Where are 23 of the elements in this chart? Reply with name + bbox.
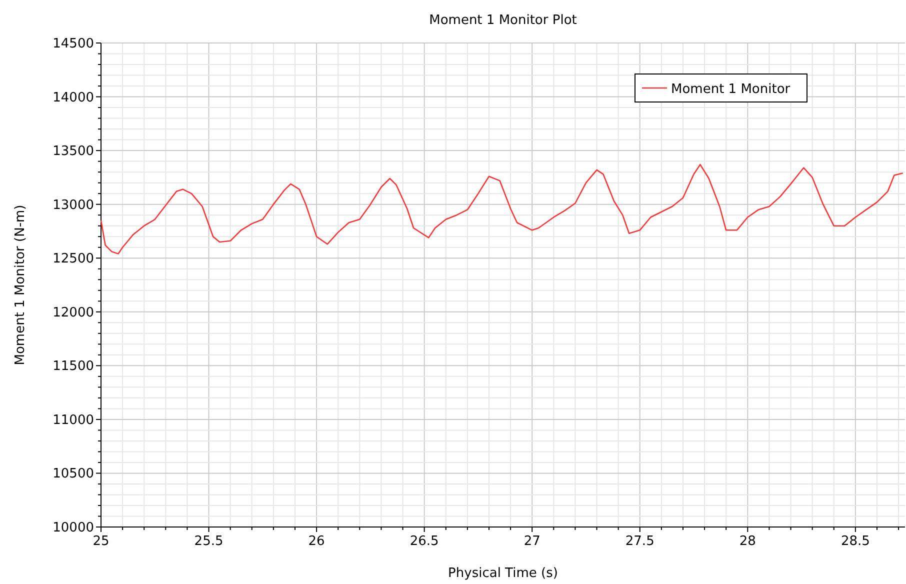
- x-axis-title: Physical Time (s): [448, 566, 558, 581]
- x-tick-label: 26: [308, 534, 325, 549]
- x-tick-label: 27.5: [625, 534, 654, 549]
- y-tick-label: 11500: [52, 359, 94, 374]
- y-tick-label: 13500: [52, 144, 94, 160]
- y-tick-label: 13000: [52, 198, 94, 213]
- line-series: [100, 164, 904, 254]
- y-tick-label: 10500: [52, 466, 94, 482]
- chart-title: Moment 1 Monitor Plot: [429, 13, 577, 28]
- y-tick-label: 11000: [52, 412, 94, 428]
- x-tick-label: 27: [524, 534, 540, 549]
- x-tick-label: 28.5: [840, 534, 870, 549]
- y-tick-label: 14500: [52, 36, 94, 52]
- y-tick-label: 14000: [52, 90, 94, 106]
- legend-label: Moment 1 Monitor: [671, 82, 791, 97]
- y-axis-title: Moment 1 Monitor (N-m): [13, 204, 28, 366]
- x-tick-label: 25: [92, 534, 110, 549]
- y-tick-label: 12000: [52, 305, 94, 320]
- x-tick-label: 28: [739, 534, 756, 549]
- x-tick-label: 26.5: [410, 534, 439, 549]
- x-tick-label: 25.5: [194, 534, 224, 549]
- y-tick-label: 12500: [52, 252, 94, 267]
- y-tick-label: 10000: [52, 520, 94, 536]
